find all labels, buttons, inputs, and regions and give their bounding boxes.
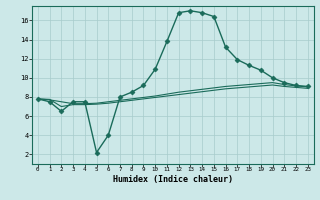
X-axis label: Humidex (Indice chaleur): Humidex (Indice chaleur)	[113, 175, 233, 184]
